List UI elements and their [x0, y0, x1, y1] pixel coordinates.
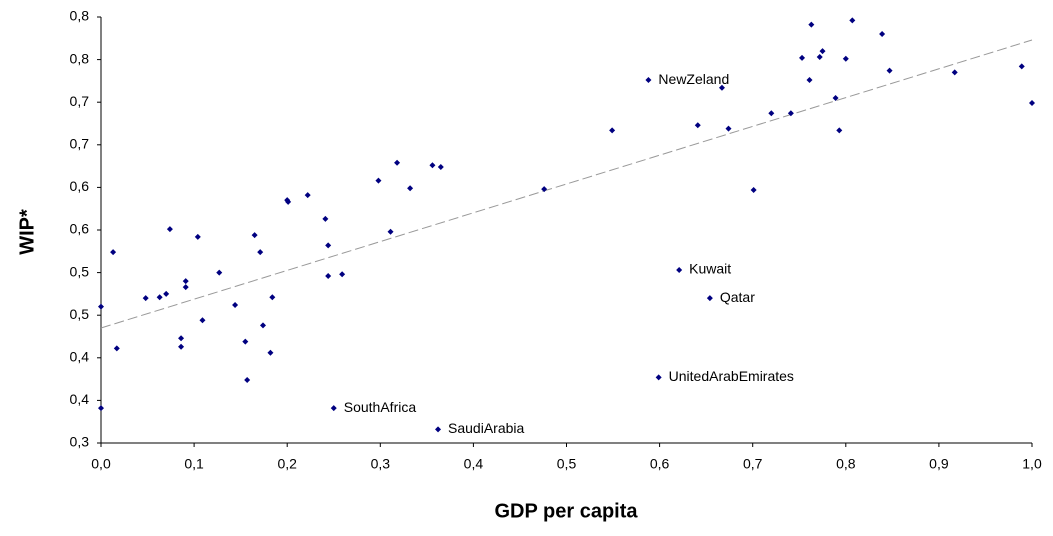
point [836, 127, 843, 134]
point [244, 376, 251, 383]
x-tick-label: 0,4 [464, 456, 484, 472]
y-tick-label: 0,7 [70, 93, 90, 109]
point [216, 269, 223, 276]
x-tick-label: 0,5 [557, 456, 577, 472]
point [322, 215, 329, 222]
point [182, 284, 189, 291]
y-axis-title: WIP* [16, 209, 38, 255]
y-tick-label: 0,8 [70, 8, 90, 24]
point [178, 335, 185, 342]
x-tick-label: 0,8 [836, 456, 856, 472]
point-label: NewZeland [658, 71, 729, 87]
point [768, 110, 775, 117]
point [142, 295, 149, 302]
point [375, 177, 382, 184]
x-tick-label: 0,1 [184, 456, 204, 472]
point [178, 343, 185, 350]
point [609, 127, 616, 134]
point [267, 349, 274, 356]
point-label: UnitedArabEmirates [669, 368, 794, 384]
x-tick-label: 0,6 [650, 456, 670, 472]
trendline [100, 39, 1033, 329]
point [676, 267, 683, 274]
y-tick-label: 0,5 [70, 263, 90, 279]
point [655, 374, 662, 381]
point [799, 54, 806, 61]
point-label: SouthAfrica [344, 399, 417, 415]
point [407, 185, 414, 192]
point [787, 110, 794, 117]
point [156, 294, 163, 301]
point [394, 159, 401, 166]
point [951, 69, 958, 76]
point [435, 426, 442, 433]
point [437, 163, 444, 170]
x-tick-label: 0,9 [929, 456, 949, 472]
point [1029, 100, 1035, 107]
point [339, 271, 346, 278]
x-tick-label: 0,3 [371, 456, 391, 472]
point [304, 192, 311, 199]
point [242, 338, 249, 345]
point [325, 273, 332, 280]
point [706, 295, 713, 302]
x-axis-title: GDP per capita [494, 500, 638, 522]
point [842, 55, 849, 62]
point [816, 54, 823, 61]
point [325, 242, 332, 249]
point [182, 278, 189, 285]
y-tick-label: 0,7 [70, 136, 90, 152]
point [257, 249, 264, 256]
point [718, 84, 725, 91]
point [194, 233, 201, 240]
point [110, 249, 117, 256]
point [645, 77, 652, 84]
point [541, 186, 548, 193]
y-tick-label: 0,4 [70, 349, 90, 365]
x-tick-label: 0,7 [743, 456, 763, 472]
point-label: Qatar [720, 289, 755, 305]
point [113, 345, 120, 352]
y-tick-label: 0,8 [70, 50, 90, 66]
point [694, 122, 701, 129]
point [269, 294, 276, 301]
point [886, 67, 893, 74]
point [429, 162, 436, 169]
point [199, 317, 206, 324]
x-tick-label: 0,2 [277, 456, 297, 472]
point [259, 322, 266, 329]
y-tick-label: 0,3 [70, 434, 90, 450]
y-tick-label: 0,6 [70, 221, 90, 237]
y-tick-label: 0,4 [70, 391, 90, 407]
point [806, 77, 813, 84]
point [232, 301, 239, 308]
point-label: Kuwait [689, 261, 731, 277]
point-label: SaudiArabia [448, 420, 524, 436]
point [725, 125, 732, 132]
point [251, 232, 258, 239]
y-tick-label: 0,6 [70, 178, 90, 194]
point [808, 21, 815, 28]
point [819, 48, 826, 55]
point [832, 94, 839, 101]
point [98, 303, 104, 310]
point [879, 31, 886, 38]
point [1018, 63, 1025, 70]
x-tick-label: 1,0 [1022, 456, 1042, 472]
point [163, 290, 170, 297]
point [849, 17, 856, 24]
point [750, 186, 757, 193]
y-tick-label: 0,5 [70, 306, 90, 322]
point [98, 405, 104, 412]
point [387, 228, 394, 235]
point [166, 226, 173, 233]
point [285, 198, 292, 205]
x-tick-label: 0,0 [91, 456, 111, 472]
point [330, 405, 337, 412]
